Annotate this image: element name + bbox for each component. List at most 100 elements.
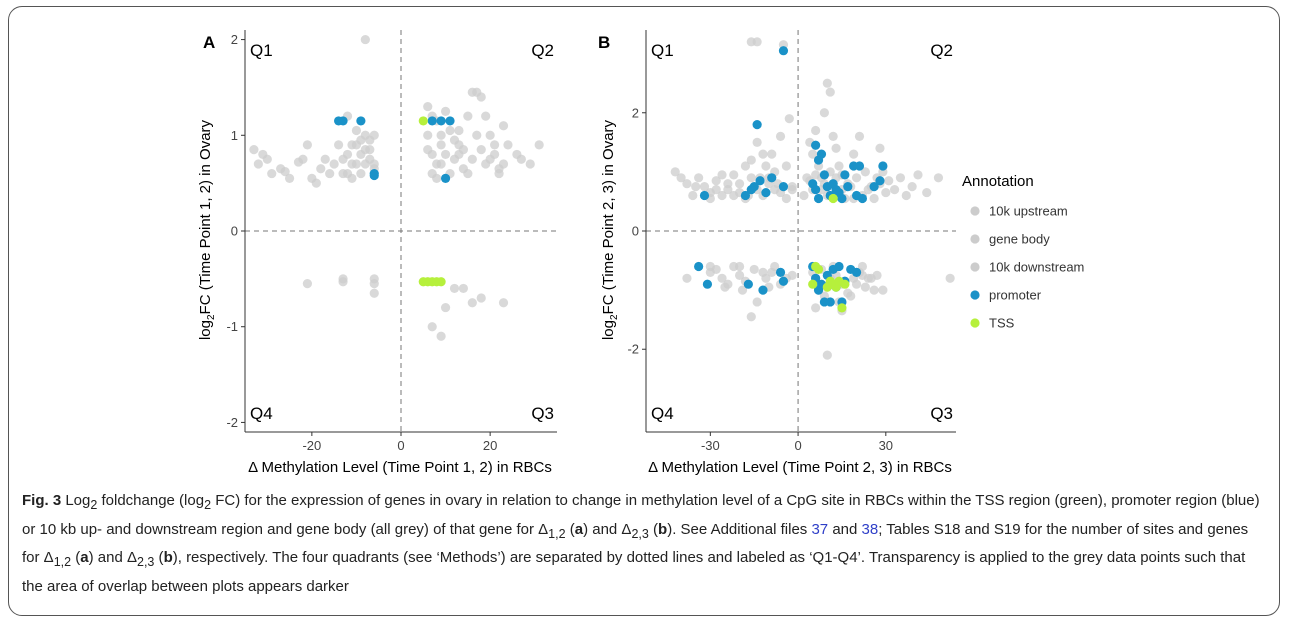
caption-text: foldchange (log: [97, 492, 205, 509]
point-gene-body: [729, 170, 739, 180]
point-promoter: [694, 261, 704, 272]
point-promoter: [851, 267, 862, 277]
x-tick-label: -20: [302, 438, 321, 453]
legend-swatch-10k-upstream: [970, 206, 980, 216]
point-gene-body: [846, 291, 856, 301]
panel-a-label: A: [203, 33, 215, 52]
point-promoter: [854, 161, 865, 171]
point-gene-body: [338, 168, 348, 179]
point-gene-body: [767, 267, 777, 277]
point-10k-upstream: [445, 125, 455, 136]
point-10k-upstream: [913, 170, 923, 180]
point-gene-body: [334, 140, 344, 150]
caption-text: ; Tables S18 and S19 for the number of s…: [22, 520, 1249, 567]
point-10k-upstream: [516, 154, 526, 164]
point-promoter: [746, 185, 756, 195]
legend-swatch-TSS: [970, 318, 980, 328]
point-10k-upstream: [694, 173, 704, 183]
point-10k-upstream: [831, 143, 841, 153]
point-10k-upstream: [828, 131, 838, 142]
caption-sub: 2,3: [137, 555, 155, 569]
panel-a-reference-lines: [245, 30, 557, 432]
point-10k-upstream: [811, 125, 821, 136]
point-10k-upstream: [262, 154, 272, 164]
point-promoter: [440, 173, 451, 183]
figure-caption: Fig. 3 Log2 foldchange (log2 FC) for the…: [22, 489, 1267, 598]
point-10k-upstream: [329, 159, 339, 169]
caption-text: ). See Additional files: [667, 520, 812, 538]
point-10k-upstream: [280, 167, 290, 177]
point-10k-upstream: [872, 270, 882, 280]
point-gene-body: [749, 264, 759, 275]
caption-text: ), respectively. The four quadrants (see…: [22, 549, 1246, 595]
point-10k-upstream: [316, 164, 326, 174]
panel-b-y-label-pre: log: [600, 320, 617, 340]
caption-text: ) and Δ: [88, 549, 137, 566]
point-10k-upstream: [423, 130, 433, 140]
point-TSS: [828, 193, 838, 204]
point-10k-downstream: [338, 277, 348, 287]
point-10k-downstream: [440, 302, 451, 313]
point-10k-upstream: [884, 176, 894, 186]
point-10k-downstream: [449, 283, 460, 294]
point-10k-upstream: [834, 161, 844, 171]
point-gene-body: [342, 149, 353, 160]
panel-a-tick-labels: -20 0 20 -2 -1 0 1 2: [226, 32, 497, 453]
caption-text: (: [154, 549, 164, 566]
point-promoter: [834, 261, 844, 272]
point-10k-upstream: [849, 149, 859, 159]
caption-sub: 1,2: [548, 526, 566, 541]
point-10k-upstream: [525, 159, 535, 169]
caption-text: ) and Δ: [583, 520, 632, 538]
point-promoter: [825, 297, 835, 307]
point-promoter: [843, 182, 853, 192]
point-10k-upstream: [781, 161, 791, 171]
point-promoter: [778, 46, 789, 56]
point-gene-body: [472, 130, 482, 140]
point-10k-upstream: [901, 190, 911, 201]
point-TSS: [418, 116, 428, 126]
point-gene-body: [761, 273, 771, 283]
caption-text: (: [71, 549, 81, 566]
point-gene-body: [347, 159, 357, 169]
point-10k-upstream: [825, 87, 835, 97]
legend-items: 10k upstream gene body 10k downstream promo…: [970, 204, 1084, 331]
point-gene-body: [851, 279, 862, 289]
point-10k-upstream: [808, 149, 818, 159]
legend-label-10k-upstream: 10k upstream: [989, 204, 1068, 219]
point-gene-body: [485, 130, 495, 140]
caption-sub: 1,2: [53, 555, 72, 569]
point-gene-body: [811, 170, 821, 180]
additional-file-38-link[interactable]: 38: [861, 520, 879, 538]
point-10k-upstream: [267, 168, 277, 179]
point-gene-body: [720, 282, 730, 292]
point-promoter: [778, 182, 789, 192]
point-10k-downstream: [476, 293, 486, 303]
point-gene-body: [454, 125, 464, 136]
point-10k-upstream: [369, 288, 379, 298]
point-promoter: [875, 176, 885, 186]
panel-b-q4-label: Q4: [651, 404, 674, 423]
point-gene-body: [781, 193, 791, 204]
point-gene-body: [436, 159, 446, 169]
panel-a-q4-label: Q4: [250, 404, 273, 423]
x-tick-label: -30: [701, 438, 720, 453]
additional-file-37-link[interactable]: 37: [811, 520, 829, 538]
point-10k-upstream: [688, 190, 698, 201]
point-promoter: [857, 193, 868, 204]
point-gene-body: [761, 161, 771, 171]
point-10k-upstream: [878, 285, 888, 295]
point-10k-upstream: [699, 182, 710, 192]
point-gene-body: [440, 149, 451, 160]
point-10k-upstream: [933, 173, 944, 183]
caption-bold: b: [163, 549, 173, 566]
legend-title: Annotation: [962, 173, 1034, 190]
point-10k-upstream: [717, 170, 727, 180]
point-10k-upstream: [889, 185, 900, 195]
y-tick-label: -2: [627, 342, 639, 357]
point-10k-upstream: [436, 140, 446, 150]
panel-a-q3-label: Q3: [531, 404, 554, 423]
caption-sub: 2,3: [631, 526, 649, 541]
panel-b-x-axis-label: Δ Methylation Level (Time Point 2, 3) in…: [648, 459, 952, 476]
